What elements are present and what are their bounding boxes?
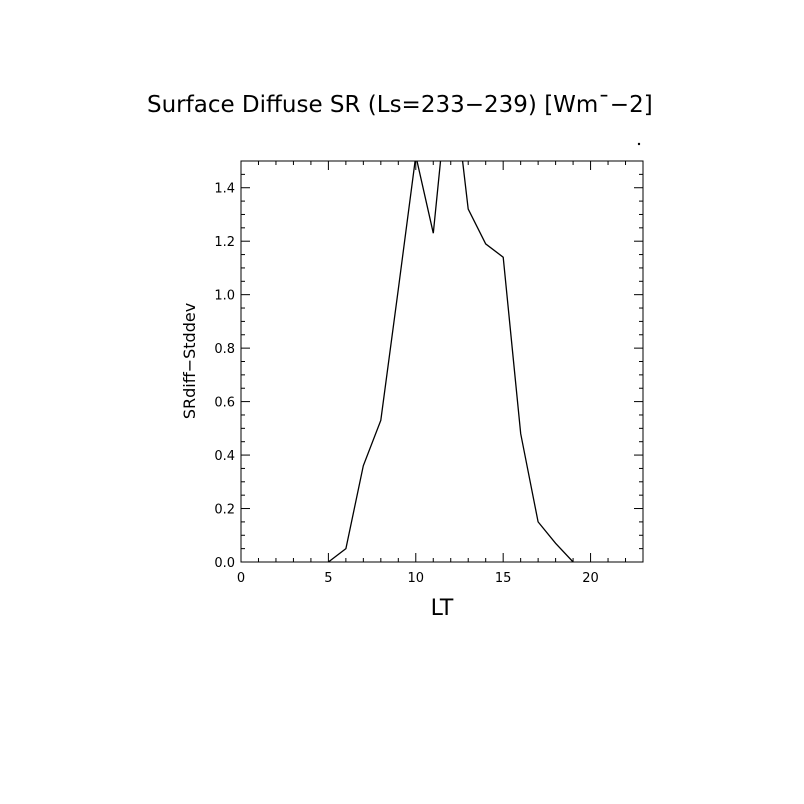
x-tick-label: 5 [324,571,332,586]
y-tick-label: 1.0 [214,289,235,304]
x-axis-label: LT [431,596,454,621]
chart-title: Surface Diffuse SR (Ls=233−239) [Wm¯−2] [147,92,653,118]
y-tick-label: 0.8 [214,342,235,357]
y-tick-label: 0.0 [214,556,235,571]
y-tick-label: 1.2 [214,235,235,250]
y-tick-label: 1.4 [214,182,235,197]
y-tick-label: 0.2 [214,503,235,518]
x-tick-label: 10 [408,571,425,586]
x-tick-label: 15 [495,571,512,586]
corner-dot-marker [637,142,641,146]
x-tick-labels: 0 5 10 15 20 [237,571,599,586]
x-tick-label: 20 [582,571,599,586]
series-layer [328,161,574,562]
plot-frame [240,160,644,563]
y-tick-labels: 0.0 0.2 0.4 0.6 0.8 1.0 1.2 1.4 [214,182,235,571]
series-line [328,161,574,562]
y-axis-label: SRdiff−Stddev [180,303,199,419]
y-tick-label: 0.4 [214,449,235,464]
y-tick-label: 0.6 [214,396,235,411]
x-tick-label: 0 [237,571,245,586]
axis-ticks [240,160,644,563]
